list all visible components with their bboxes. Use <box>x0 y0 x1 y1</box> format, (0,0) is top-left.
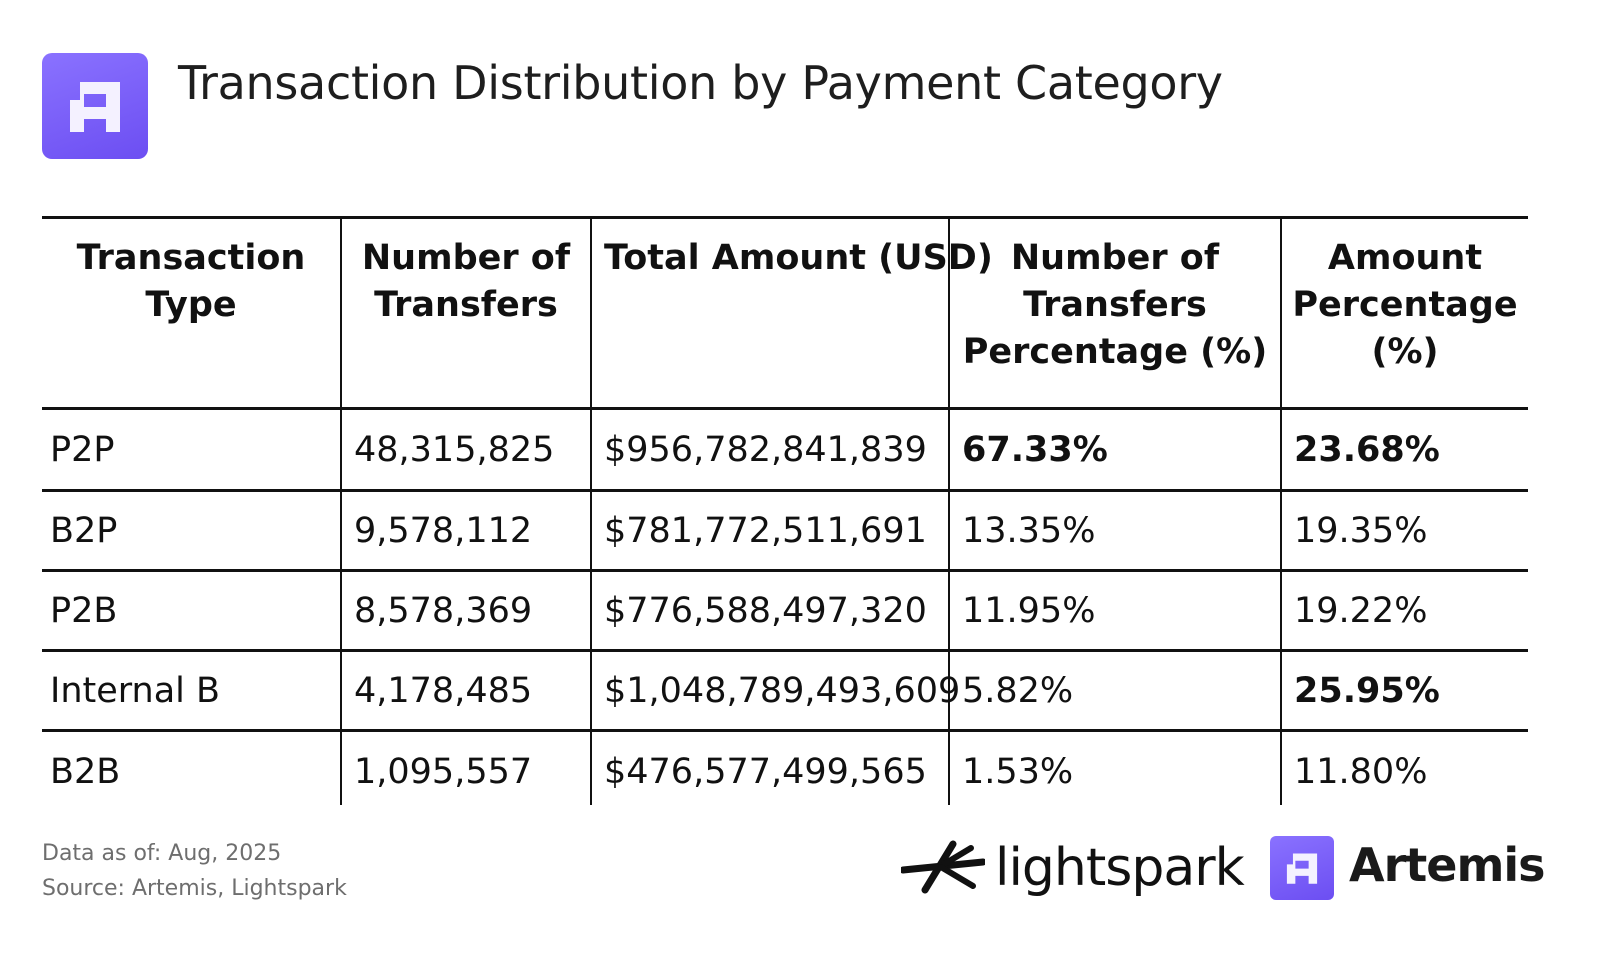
cell-amount-percentage: 19.35% <box>1280 490 1528 571</box>
cell-total-amount: $781,772,511,691 <box>590 490 949 571</box>
data-table: Transaction Type Number of Transfers Tot… <box>42 216 1528 805</box>
table-row: P2P 48,315,825 $956,782,841,839 67.33% 23.68… <box>42 408 1528 491</box>
cell-transaction-type: P2B <box>50 590 118 631</box>
column-header-total-amount: Total Amount (USD) <box>590 217 993 409</box>
cell-transaction-type: B2P <box>50 510 118 551</box>
table-row: P2B 8,578,369 $776,588,497,320 11.95% 19.22% <box>42 570 1528 651</box>
column-header-transfers-percentage: Number of Transfers Percentage (%) <box>948 217 1281 409</box>
column-header-transaction-type: Transaction Type <box>76 238 306 325</box>
table-row: B2B 1,095,557 $476,577,499,565 1.53% 11.80% <box>42 730 1528 805</box>
cell-total-amount: $776,588,497,320 <box>590 570 949 651</box>
cell-transaction-type: P2P <box>50 429 115 470</box>
cell-transaction-type: B2B <box>50 751 121 792</box>
table-header-row: Transaction Type Number of Transfers Tot… <box>42 217 1528 409</box>
cell-transaction-type: Internal B <box>50 670 221 711</box>
artemis-logo-icon <box>42 53 148 159</box>
cell-transfers-percentage: 5.82% <box>948 650 1281 731</box>
column-header-amount-percentage: Amount Percentage (%) <box>1280 217 1528 409</box>
cell-transfers-percentage: 11.95% <box>948 570 1281 651</box>
cell-number-of-transfers: 9,578,112 <box>340 490 591 571</box>
footnote: Data as of: Aug, 2025 Source: Artemis, L… <box>42 836 347 906</box>
column-header-number-of-transfers: Number of Transfers <box>340 217 591 409</box>
cell-number-of-transfers: 4,178,485 <box>340 650 591 731</box>
page-title: Transaction Distribution by Payment Cate… <box>178 56 1223 110</box>
table-row: B2P 9,578,112 $781,772,511,691 13.35% 19.35% <box>42 490 1528 571</box>
artemis-logo-icon <box>1270 836 1334 900</box>
lightspark-logo-icon <box>901 840 985 894</box>
cell-amount-percentage: 19.22% <box>1280 570 1528 651</box>
source-note: Source: Artemis, Lightspark <box>42 876 347 901</box>
table-row: Internal B 4,178,485 $1,048,789,493,609 5.8… <box>42 650 1528 731</box>
cell-number-of-transfers: 1,095,557 <box>340 730 591 805</box>
cell-number-of-transfers: 8,578,369 <box>340 570 591 651</box>
data-as-of-note: Data as of: Aug, 2025 <box>42 841 282 866</box>
cell-number-of-transfers: 48,315,825 <box>340 408 591 491</box>
cell-transfers-percentage: 67.33% <box>948 408 1281 491</box>
cell-total-amount: $956,782,841,839 <box>590 408 949 491</box>
cell-transfers-percentage: 1.53% <box>948 730 1281 805</box>
cell-total-amount: $476,577,499,565 <box>590 730 949 805</box>
cell-amount-percentage: 25.95% <box>1280 650 1528 731</box>
cell-transfers-percentage: 13.35% <box>948 490 1281 571</box>
cell-amount-percentage: 11.80% <box>1280 730 1528 805</box>
cell-total-amount: $1,048,789,493,609 <box>590 650 960 731</box>
cell-amount-percentage: 23.68% <box>1280 408 1528 491</box>
artemis-wordmark: Artemis <box>1349 838 1546 892</box>
lightspark-wordmark: lightspark <box>995 838 1245 898</box>
